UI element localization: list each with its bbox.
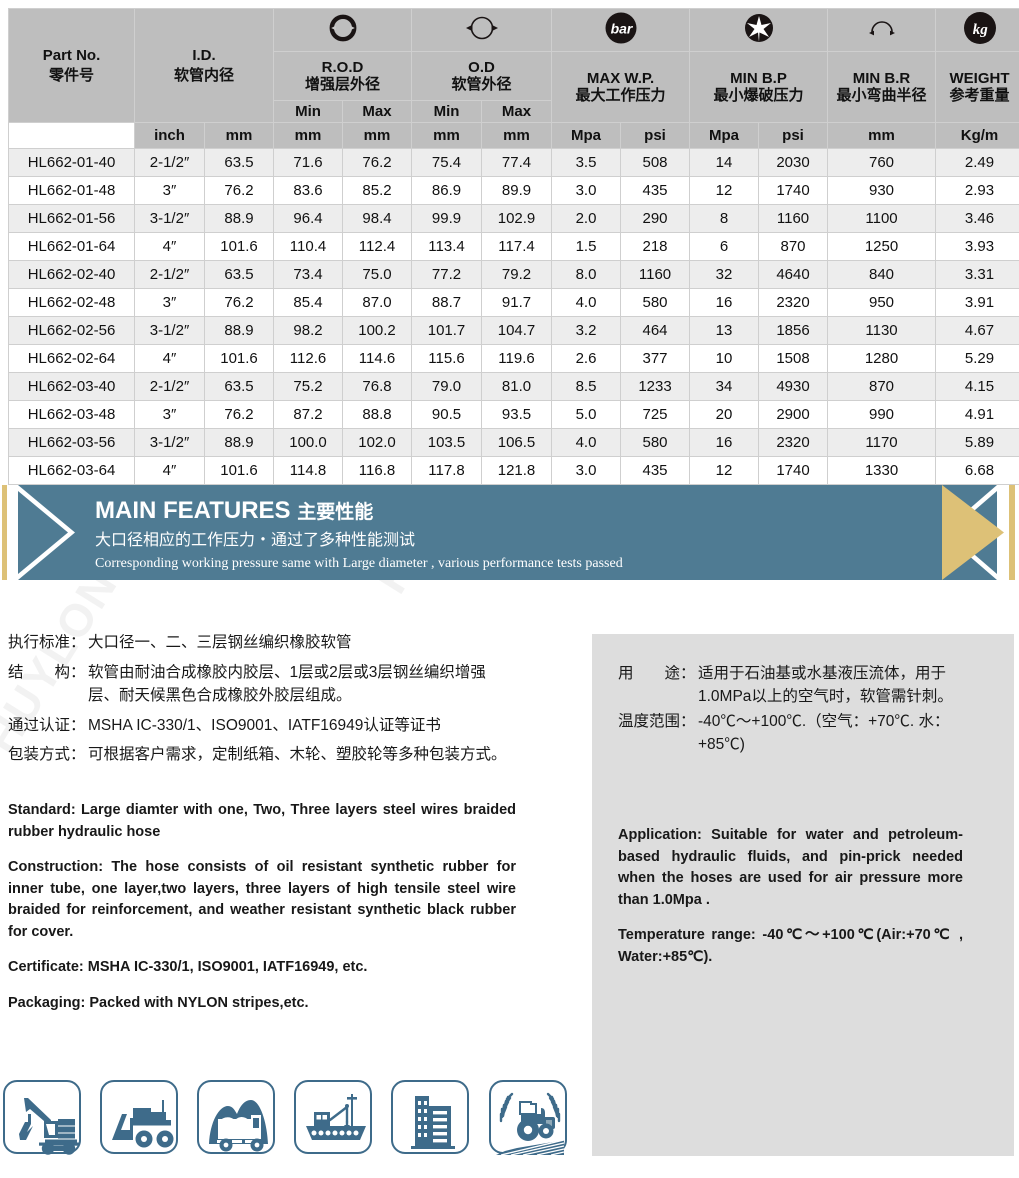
svg-text:MAIN FEATURES 主要性能: MAIN FEATURES 主要性能 bbox=[95, 497, 373, 524]
svg-text:kg: kg bbox=[972, 22, 988, 38]
svg-text:Corresponding working pressure: Corresponding working pressure same with… bbox=[95, 556, 623, 571]
svg-text:大口径相应的工作压力・通过了多种性能测试: 大口径相应的工作压力・通过了多种性能测试 bbox=[95, 530, 415, 549]
svg-text:bar: bar bbox=[610, 21, 633, 37]
